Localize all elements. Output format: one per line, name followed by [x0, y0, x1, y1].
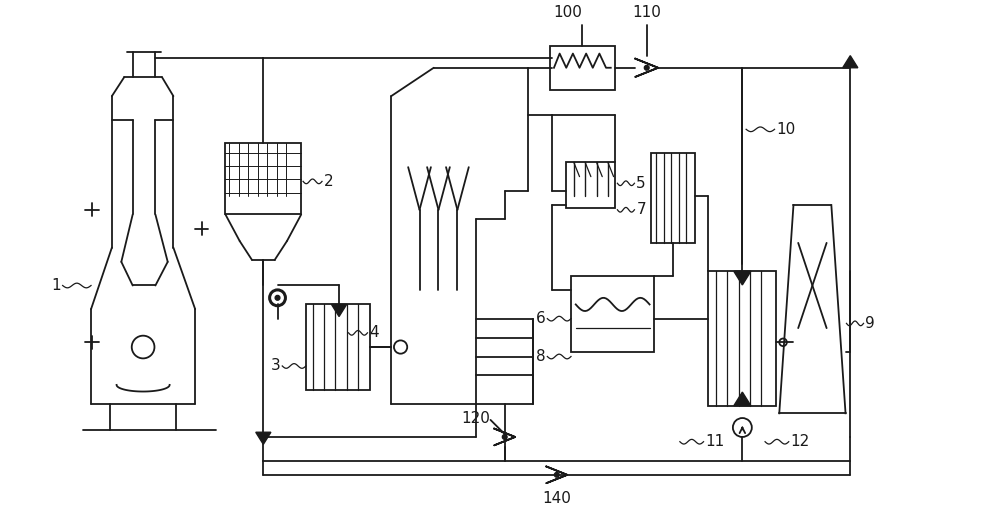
- Text: 7: 7: [636, 202, 646, 217]
- Text: 10: 10: [776, 122, 796, 137]
- Text: 1: 1: [51, 278, 61, 293]
- Bar: [306, 304, 370, 390]
- Text: 110: 110: [632, 6, 661, 20]
- Text: 12: 12: [791, 434, 810, 449]
- Polygon shape: [256, 432, 271, 444]
- Text: 2: 2: [324, 174, 334, 189]
- Circle shape: [644, 66, 649, 70]
- Text: 11: 11: [705, 434, 725, 449]
- Bar: [225, 143, 301, 214]
- Polygon shape: [331, 304, 347, 316]
- Bar: [651, 153, 695, 243]
- Bar: [708, 271, 776, 406]
- Circle shape: [272, 292, 283, 303]
- Text: 4: 4: [369, 325, 379, 340]
- Polygon shape: [734, 392, 751, 406]
- Text: 6: 6: [536, 311, 545, 326]
- Text: 3: 3: [271, 359, 280, 373]
- Text: 5: 5: [636, 176, 646, 191]
- Polygon shape: [843, 56, 858, 68]
- Circle shape: [554, 472, 559, 477]
- Bar: [571, 276, 654, 352]
- Text: 9: 9: [865, 316, 875, 331]
- Text: 120: 120: [462, 410, 491, 426]
- Text: 8: 8: [536, 349, 545, 364]
- Circle shape: [275, 296, 280, 300]
- Bar: [566, 163, 615, 208]
- Circle shape: [502, 435, 507, 439]
- Text: 140: 140: [542, 491, 571, 506]
- Polygon shape: [734, 271, 751, 285]
- Text: 100: 100: [554, 6, 583, 20]
- Bar: [550, 46, 615, 89]
- Polygon shape: [735, 271, 750, 283]
- Circle shape: [269, 289, 286, 306]
